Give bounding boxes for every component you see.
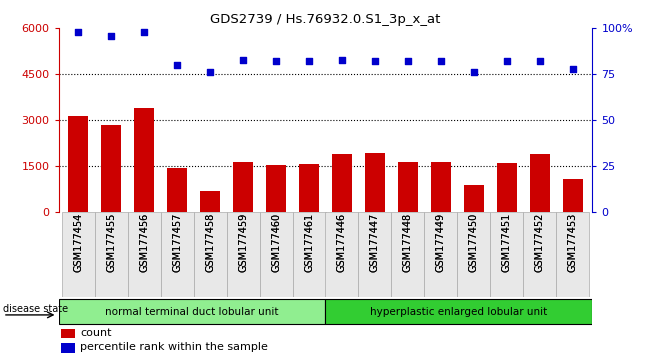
Text: GSM177450: GSM177450 (469, 212, 478, 272)
Point (568, 66, 578, 72)
Point (436, 59, 446, 64)
Bar (61, 343, 75, 353)
Bar (134, 108, 154, 212)
Text: GSM177451: GSM177451 (502, 212, 512, 272)
Text: GSM177447: GSM177447 (370, 212, 380, 272)
Text: GSM177448: GSM177448 (403, 212, 413, 272)
Text: GSM177459: GSM177459 (238, 212, 248, 272)
Point (73, 29, 83, 35)
Text: GSM177449: GSM177449 (436, 212, 446, 272)
Text: GSM177447: GSM177447 (370, 212, 380, 272)
Text: count: count (80, 328, 111, 338)
Text: GSM177458: GSM177458 (205, 212, 215, 272)
Text: GSM177453: GSM177453 (568, 212, 577, 272)
Bar (497, 163, 517, 212)
Point (534, 59, 545, 64)
Bar (194, 212, 227, 297)
Text: GSM177452: GSM177452 (534, 212, 545, 272)
Point (469, 70, 479, 75)
Bar (59, 299, 326, 324)
Text: GSM177454: GSM177454 (74, 212, 83, 272)
Bar (62, 212, 95, 297)
Text: GSM177458: GSM177458 (205, 212, 215, 272)
Bar (562, 179, 583, 212)
Text: GSM177453: GSM177453 (568, 212, 577, 272)
Bar (167, 168, 187, 212)
Point (501, 59, 512, 64)
Point (370, 59, 380, 64)
Text: GSM177460: GSM177460 (271, 212, 281, 272)
Text: GSM177448: GSM177448 (403, 212, 413, 272)
Bar (556, 212, 589, 297)
Bar (68, 116, 89, 212)
Text: GSM177450: GSM177450 (469, 212, 478, 272)
Text: hyperplastic enlarged lobular unit: hyperplastic enlarged lobular unit (370, 307, 547, 316)
Bar (128, 212, 161, 297)
Text: GSM177452: GSM177452 (534, 212, 545, 272)
Text: GSM177456: GSM177456 (139, 212, 149, 272)
Title: GDS2739 / Hs.76932.0.S1_3p_x_at: GDS2739 / Hs.76932.0.S1_3p_x_at (210, 13, 441, 26)
Text: GSM177455: GSM177455 (106, 212, 117, 272)
Bar (490, 212, 523, 297)
Text: GSM177454: GSM177454 (74, 212, 83, 272)
Point (271, 59, 281, 64)
Bar (332, 154, 352, 212)
Bar (326, 212, 359, 297)
Text: GSM177460: GSM177460 (271, 212, 281, 272)
Bar (391, 212, 424, 297)
Bar (95, 212, 128, 297)
Text: GSM177459: GSM177459 (238, 212, 248, 272)
Point (205, 70, 215, 75)
Text: normal terminal duct lobular unit: normal terminal duct lobular unit (105, 307, 279, 316)
Bar (201, 191, 220, 212)
Bar (260, 212, 292, 297)
Text: GSM177461: GSM177461 (304, 212, 314, 272)
Text: percentile rank within the sample: percentile rank within the sample (80, 342, 268, 353)
Text: GSM177456: GSM177456 (139, 212, 149, 272)
Text: GSM177455: GSM177455 (106, 212, 117, 272)
Text: GSM177451: GSM177451 (502, 212, 512, 272)
Bar (359, 212, 391, 297)
Point (337, 57, 347, 62)
Bar (102, 125, 121, 212)
Point (403, 59, 413, 64)
Point (238, 57, 248, 62)
Text: disease state: disease state (3, 304, 68, 314)
Bar (292, 212, 326, 297)
Bar (398, 162, 418, 212)
Bar (161, 212, 194, 297)
Text: GSM177446: GSM177446 (337, 212, 347, 272)
Bar (326, 299, 592, 324)
Point (304, 59, 314, 64)
Bar (457, 212, 490, 297)
Bar (530, 154, 549, 212)
Bar (424, 212, 457, 297)
Bar (233, 162, 253, 212)
Bar (299, 164, 319, 212)
Text: GSM177457: GSM177457 (173, 212, 182, 272)
Bar (523, 212, 556, 297)
Text: GSM177457: GSM177457 (173, 212, 182, 272)
Point (172, 62, 182, 68)
Bar (464, 185, 484, 212)
Point (106, 33, 117, 39)
Text: GSM177449: GSM177449 (436, 212, 446, 272)
Bar (61, 329, 75, 338)
Text: GSM177461: GSM177461 (304, 212, 314, 272)
Bar (365, 153, 385, 212)
Bar (431, 162, 450, 212)
Point (139, 29, 150, 35)
Bar (227, 212, 260, 297)
Text: GSM177446: GSM177446 (337, 212, 347, 272)
Bar (266, 165, 286, 212)
